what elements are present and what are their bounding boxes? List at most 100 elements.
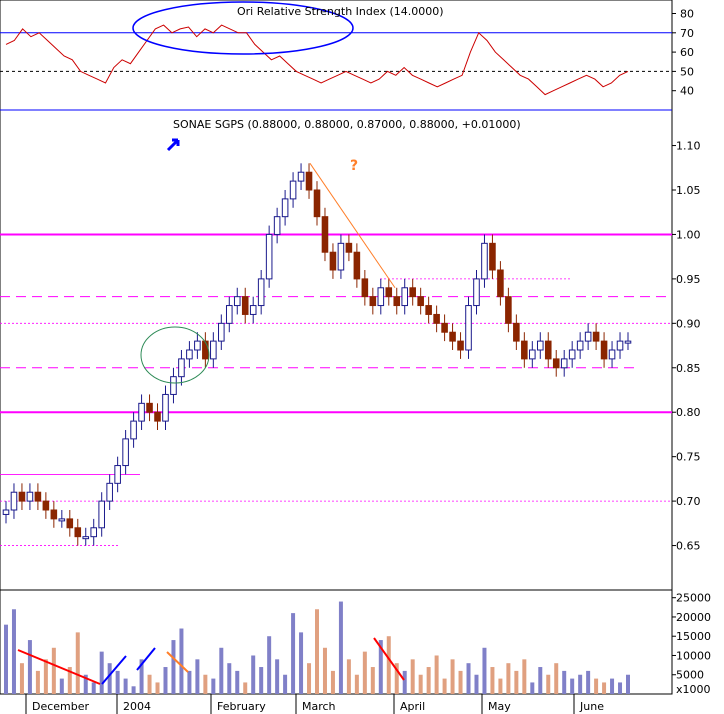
price-candle — [521, 340, 528, 360]
volume-bar — [275, 659, 280, 694]
price-candle — [584, 331, 592, 342]
volume-bar — [586, 670, 591, 694]
price-candle — [321, 216, 329, 253]
volume-bar — [610, 678, 615, 694]
price-candle — [241, 296, 249, 315]
volume-bar — [171, 640, 176, 694]
price-candle — [560, 358, 568, 369]
volume-bar — [131, 686, 136, 694]
price-candle — [154, 411, 161, 422]
price-candle — [10, 491, 18, 511]
volume-bar — [307, 663, 312, 694]
volume-panel-frame — [0, 589, 673, 695]
volume-bar — [370, 667, 375, 694]
volume-trend-line — [166, 651, 189, 673]
x-tick-label: December — [32, 700, 90, 713]
price-tick-label: 1.10 — [676, 140, 701, 153]
volume-bar — [91, 682, 96, 694]
volume-bar — [418, 674, 423, 694]
price-candle — [42, 500, 50, 511]
price-tick-label: 1.05 — [676, 184, 701, 197]
price-candle — [449, 331, 456, 342]
volume-bar — [4, 624, 8, 694]
volume-bar — [522, 659, 527, 694]
volume-trend-line — [136, 647, 156, 671]
x-tick-label: February — [217, 700, 266, 713]
price-tick-label: 1.00 — [676, 228, 701, 241]
price-candle — [281, 198, 289, 218]
volume-trend-line — [17, 649, 101, 685]
volume-bar — [554, 663, 559, 694]
volume-bar — [187, 670, 192, 694]
volume-bar — [562, 670, 567, 694]
price-candle — [186, 349, 193, 360]
volume-bar — [291, 613, 296, 694]
volume-bar — [59, 678, 64, 694]
price-candle — [122, 438, 129, 467]
volume-bar — [35, 670, 40, 694]
price-candle — [417, 296, 424, 307]
price-candle — [305, 171, 313, 191]
volume-bar — [99, 651, 104, 694]
price-candle — [441, 322, 448, 333]
price-tick-label: 0.80 — [676, 406, 701, 419]
volume-tick-label: 5000 — [676, 669, 704, 682]
price-tick-label: 0.65 — [676, 540, 701, 553]
price-candle — [225, 305, 233, 324]
price-candle — [497, 269, 504, 298]
volume-bar — [283, 674, 288, 694]
price-candle — [481, 242, 488, 280]
price-candle — [18, 491, 26, 502]
volume-bar — [147, 674, 152, 694]
volume-bar — [315, 609, 319, 694]
volume-bar — [211, 678, 216, 694]
volume-bar — [490, 667, 495, 694]
price-candle — [600, 340, 608, 360]
price-candle — [98, 500, 105, 529]
volume-bar — [594, 678, 599, 694]
price-candle — [162, 393, 169, 422]
price-candle — [568, 349, 576, 360]
price-candle — [82, 536, 90, 540]
price-candle — [329, 251, 337, 271]
rsi-title: Ori Relative Strength Index (14.0000) — [237, 5, 444, 18]
volume-bar — [67, 667, 72, 694]
volume-bar — [19, 663, 24, 694]
volume-bar — [155, 682, 160, 694]
x-tick-label: 2004 — [123, 700, 151, 713]
price-candle — [170, 376, 177, 395]
price-candle — [114, 465, 121, 484]
price-candle — [273, 216, 281, 235]
axis-layer: 40 50 60 70 80 0.65 0.70 0.75 0.80 0.85 0.90 0.95 1.… — [25, 8, 711, 714]
rsi-tick-label: 70 — [680, 27, 694, 40]
volume-layer — [4, 601, 630, 694]
price-tick-label: 0.95 — [676, 273, 701, 286]
price-candle — [138, 402, 145, 422]
x-tick-label: April — [400, 700, 425, 713]
price-candle — [337, 242, 345, 271]
price-candle — [289, 180, 297, 200]
price-candle — [393, 296, 401, 307]
price-candle — [353, 251, 361, 280]
price-trend-line — [309, 163, 396, 289]
volume-bar — [410, 659, 415, 694]
price-tick-label: 0.85 — [676, 362, 701, 375]
volume-bar — [299, 632, 304, 694]
volume-bar — [570, 678, 575, 694]
volume-bar — [43, 659, 48, 694]
volume-unit-label: x1000 — [676, 683, 711, 696]
volume-bar — [482, 647, 487, 694]
price-candle — [505, 296, 512, 324]
price-candle — [576, 340, 584, 351]
price-candle — [106, 482, 113, 502]
volume-bar — [378, 640, 383, 694]
volume-bar — [163, 667, 168, 694]
price-candle — [624, 340, 632, 344]
rsi-layer — [0, 1, 672, 111]
rsi-tick-label: 40 — [680, 85, 694, 98]
volume-tick-label: 25000 — [676, 592, 711, 605]
volume-tick-label: 15000 — [676, 630, 711, 643]
volume-bar — [235, 670, 240, 694]
volume-bar — [51, 647, 56, 694]
